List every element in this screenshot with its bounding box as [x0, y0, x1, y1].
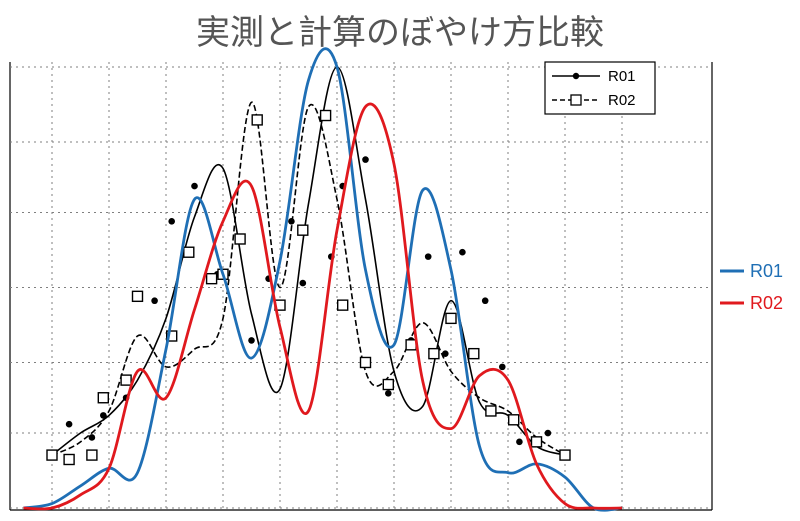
- measured-point-r02: [428, 347, 440, 360]
- computed-curve-r02: [23, 102, 623, 511]
- measured-point-r01: [168, 218, 175, 225]
- plot-border: [9, 62, 713, 511]
- computed-legend-label-r01: R01: [750, 261, 783, 281]
- measured-point-r02: [530, 436, 543, 448]
- measured-point-r01: [544, 429, 552, 437]
- measured-point-r01: [288, 218, 295, 225]
- measured-point-r01: [499, 363, 506, 371]
- measured-legend-marker-r02: [570, 94, 582, 106]
- measured-point-r02: [485, 405, 497, 417]
- measured-legend-box: [544, 61, 656, 115]
- measured-point-r02: [337, 299, 349, 311]
- measured-point-r02: [97, 392, 110, 404]
- measured-point-r02: [251, 114, 263, 126]
- measured-point-r01: [385, 390, 392, 397]
- measured-point-r02: [319, 109, 332, 122]
- measured-point-r02: [297, 224, 309, 236]
- measured-point-r01: [442, 350, 449, 357]
- measured-point-r02: [508, 414, 520, 426]
- measured-point-r02: [63, 453, 75, 466]
- computed-legend: R01 R02: [720, 261, 783, 313]
- computed-legend-label-r02: R02: [750, 293, 783, 313]
- measured-legend-marker-r01: [572, 72, 580, 80]
- measured-point-r01: [88, 434, 96, 441]
- measured-point-r02: [86, 449, 98, 461]
- measured-point-r02: [165, 330, 178, 342]
- measured-curve-r02: [51, 101, 566, 456]
- measured-point-r02: [131, 290, 144, 303]
- measured-point-r02: [468, 347, 480, 360]
- chart-title: 実測と計算のぼやけ方比較: [196, 13, 604, 53]
- measured-point-r01: [100, 412, 107, 419]
- measured-point-r01: [424, 253, 432, 260]
- measured-point-r01: [191, 182, 198, 190]
- measured-point-r01: [481, 297, 489, 305]
- measured-point-r01: [459, 248, 466, 256]
- measured-point-r01: [248, 337, 255, 344]
- measured-point-r01: [151, 297, 158, 305]
- measured-point-r02: [120, 374, 132, 386]
- measured-point-r01: [516, 438, 523, 446]
- measured-point-r02: [359, 356, 372, 369]
- measured-point-r02: [183, 246, 195, 258]
- measured-point-r02: [205, 272, 218, 285]
- measured-curve-r01: [51, 66, 566, 456]
- measured-point-r02: [234, 233, 246, 245]
- grid-lines: [10, 62, 712, 510]
- computed-curve-r01: [23, 47, 623, 512]
- measured-point-r01: [299, 279, 307, 287]
- measured-legend-label-r02: R02: [608, 92, 636, 109]
- measured-curves: [51, 66, 566, 456]
- measured-point-r02: [46, 449, 58, 461]
- measured-point-r02: [405, 339, 417, 351]
- measured-point-r02: [559, 449, 571, 461]
- measured-point-r01: [362, 156, 369, 163]
- measured-legend-label-r01: R01: [608, 68, 636, 85]
- measured-point-r01: [65, 420, 73, 428]
- computed-curves: [23, 47, 623, 512]
- measured-point-r02: [382, 378, 394, 391]
- measured-point-r02: [445, 312, 457, 325]
- measured-legend: R01 R02: [544, 61, 656, 115]
